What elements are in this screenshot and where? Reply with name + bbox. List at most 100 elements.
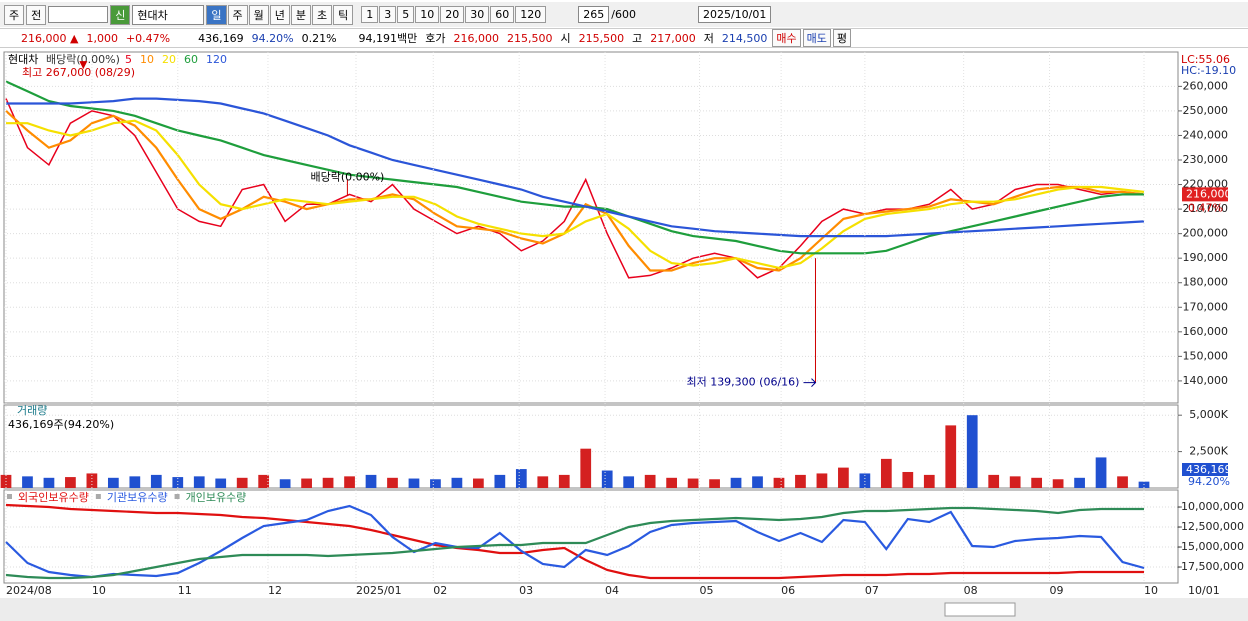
last-volume-label: 436,169 [1186,463,1232,476]
volume-bar [387,477,398,488]
period-button[interactable]: 틱 [333,4,354,25]
legend-item: 60 [184,53,198,66]
volume-bar [752,476,763,488]
y-tick-label: 200,000 [1183,227,1229,240]
y-tick-label: 220,000 [1183,178,1229,191]
count-input[interactable]: 265 [578,6,610,23]
lc-label: LC:55.06 [1181,53,1230,66]
series-line [5,506,1144,580]
volume-bar [1074,477,1085,488]
rate: +0.47% [125,31,171,45]
x-tick-label: 03 [519,584,533,597]
legend-item: 120 [206,53,227,66]
x-tick-label: 10 [1144,584,1158,597]
date-input[interactable]: 2025/10/01 [697,6,772,23]
interval-button[interactable]: 5 [397,6,415,23]
volume-bar [473,478,484,488]
period-button[interactable]: 분 [290,4,311,25]
type-select[interactable]: 주 [4,4,25,25]
stock-name: 현대차 [8,53,38,66]
x-tick-label: 10 [92,584,106,597]
volume-bar [451,477,463,488]
volume-bar [923,474,935,488]
open-label: 시 [560,32,571,45]
x-tick-label: 09 [1050,584,1064,597]
x-tick-label: 05 [700,584,714,597]
period-button[interactable]: 주 [227,4,248,25]
volume-bar [430,479,441,488]
volume-bar [43,477,55,488]
series-line [5,110,1145,272]
volume-bar [601,470,613,488]
interval-button[interactable]: 120 [515,6,547,23]
code-input[interactable]: 005380 [48,6,109,23]
volume-bar [22,476,33,488]
ask: 216,000 [453,31,500,45]
bid: 215,500 [507,31,553,45]
x-tick-label: 02 [433,584,447,597]
volume-bar [709,479,720,488]
annotation: 최저 139,300 (06/16) [686,376,799,389]
y-tick-label: 2,500K [1189,445,1228,458]
volume-bar [515,469,527,488]
volume-bar [365,474,377,488]
volume-bar [129,476,141,488]
volume-bar [580,448,592,488]
volume-bar [193,476,205,488]
legend-item: 20 [162,53,176,66]
volume-bar [902,471,914,488]
volume-bar [172,477,184,488]
x-tick-label: 04 [605,584,619,597]
scroll-thumb[interactable] [944,602,1016,617]
interval-button[interactable]: 10 [415,6,440,23]
volume-bar [150,474,162,488]
period-button[interactable]: 월 [248,4,269,25]
volume-bar [494,474,506,488]
period-button[interactable]: 초 [312,4,333,25]
avg-button[interactable]: 평 [832,29,852,47]
volume-bar [1009,476,1021,488]
legend-swatch [7,494,12,499]
annotation: 최고 267,000 (08/29) [22,66,135,79]
volume-bar [537,476,549,488]
legend-swatch [95,494,101,499]
turnover: 0.21% [301,31,337,45]
last-change-label: 0.47% [1188,201,1223,214]
volume-bar [795,474,806,488]
scope[interactable]: 전 [26,4,47,25]
interval-button[interactable]: 1 [361,6,379,23]
legend-item: 개인보유수량 [186,491,247,504]
price: 216,000 ▲ [21,31,79,45]
stock-name[interactable]: 현대차 [132,4,205,25]
hc-label: HC:-19.10 [1181,64,1236,77]
y-tick-label: 140,000 [1183,374,1229,387]
volume-bar [558,474,570,488]
y-tick-label: 5,000K [1189,408,1228,421]
x-tick-label: 2024/08 [6,584,52,597]
y-tick-label: 210,000 [1183,202,1229,215]
volume-bar [988,474,1000,488]
series-line [5,80,1144,255]
quote-bar: 216,000 ▲ 1,000 +0.47% 436,169 94.20% 0.… [0,28,1248,48]
volume-bar [838,467,849,488]
volume-bar [322,477,334,488]
interval-button[interactable]: 3 [379,6,397,23]
interval-button[interactable]: 20 [440,6,465,23]
buy-button[interactable]: 매수 [772,29,801,47]
panel-frame [3,489,1179,584]
volume-bar [86,473,98,488]
volume-bar [1095,457,1107,488]
volume-bar [408,478,420,488]
last-volume-rate: 94.20% [1188,475,1230,488]
period-button[interactable]: 일 [206,4,227,25]
interval-button[interactable]: 60 [490,6,515,23]
volume-bar [236,477,248,488]
period-button[interactable]: 년 [269,4,290,25]
series-line [6,97,1145,238]
y-tick-label: 170,000 [1183,300,1229,313]
sell-button[interactable]: 매도 [802,29,831,47]
interval-button[interactable]: 30 [465,6,490,23]
